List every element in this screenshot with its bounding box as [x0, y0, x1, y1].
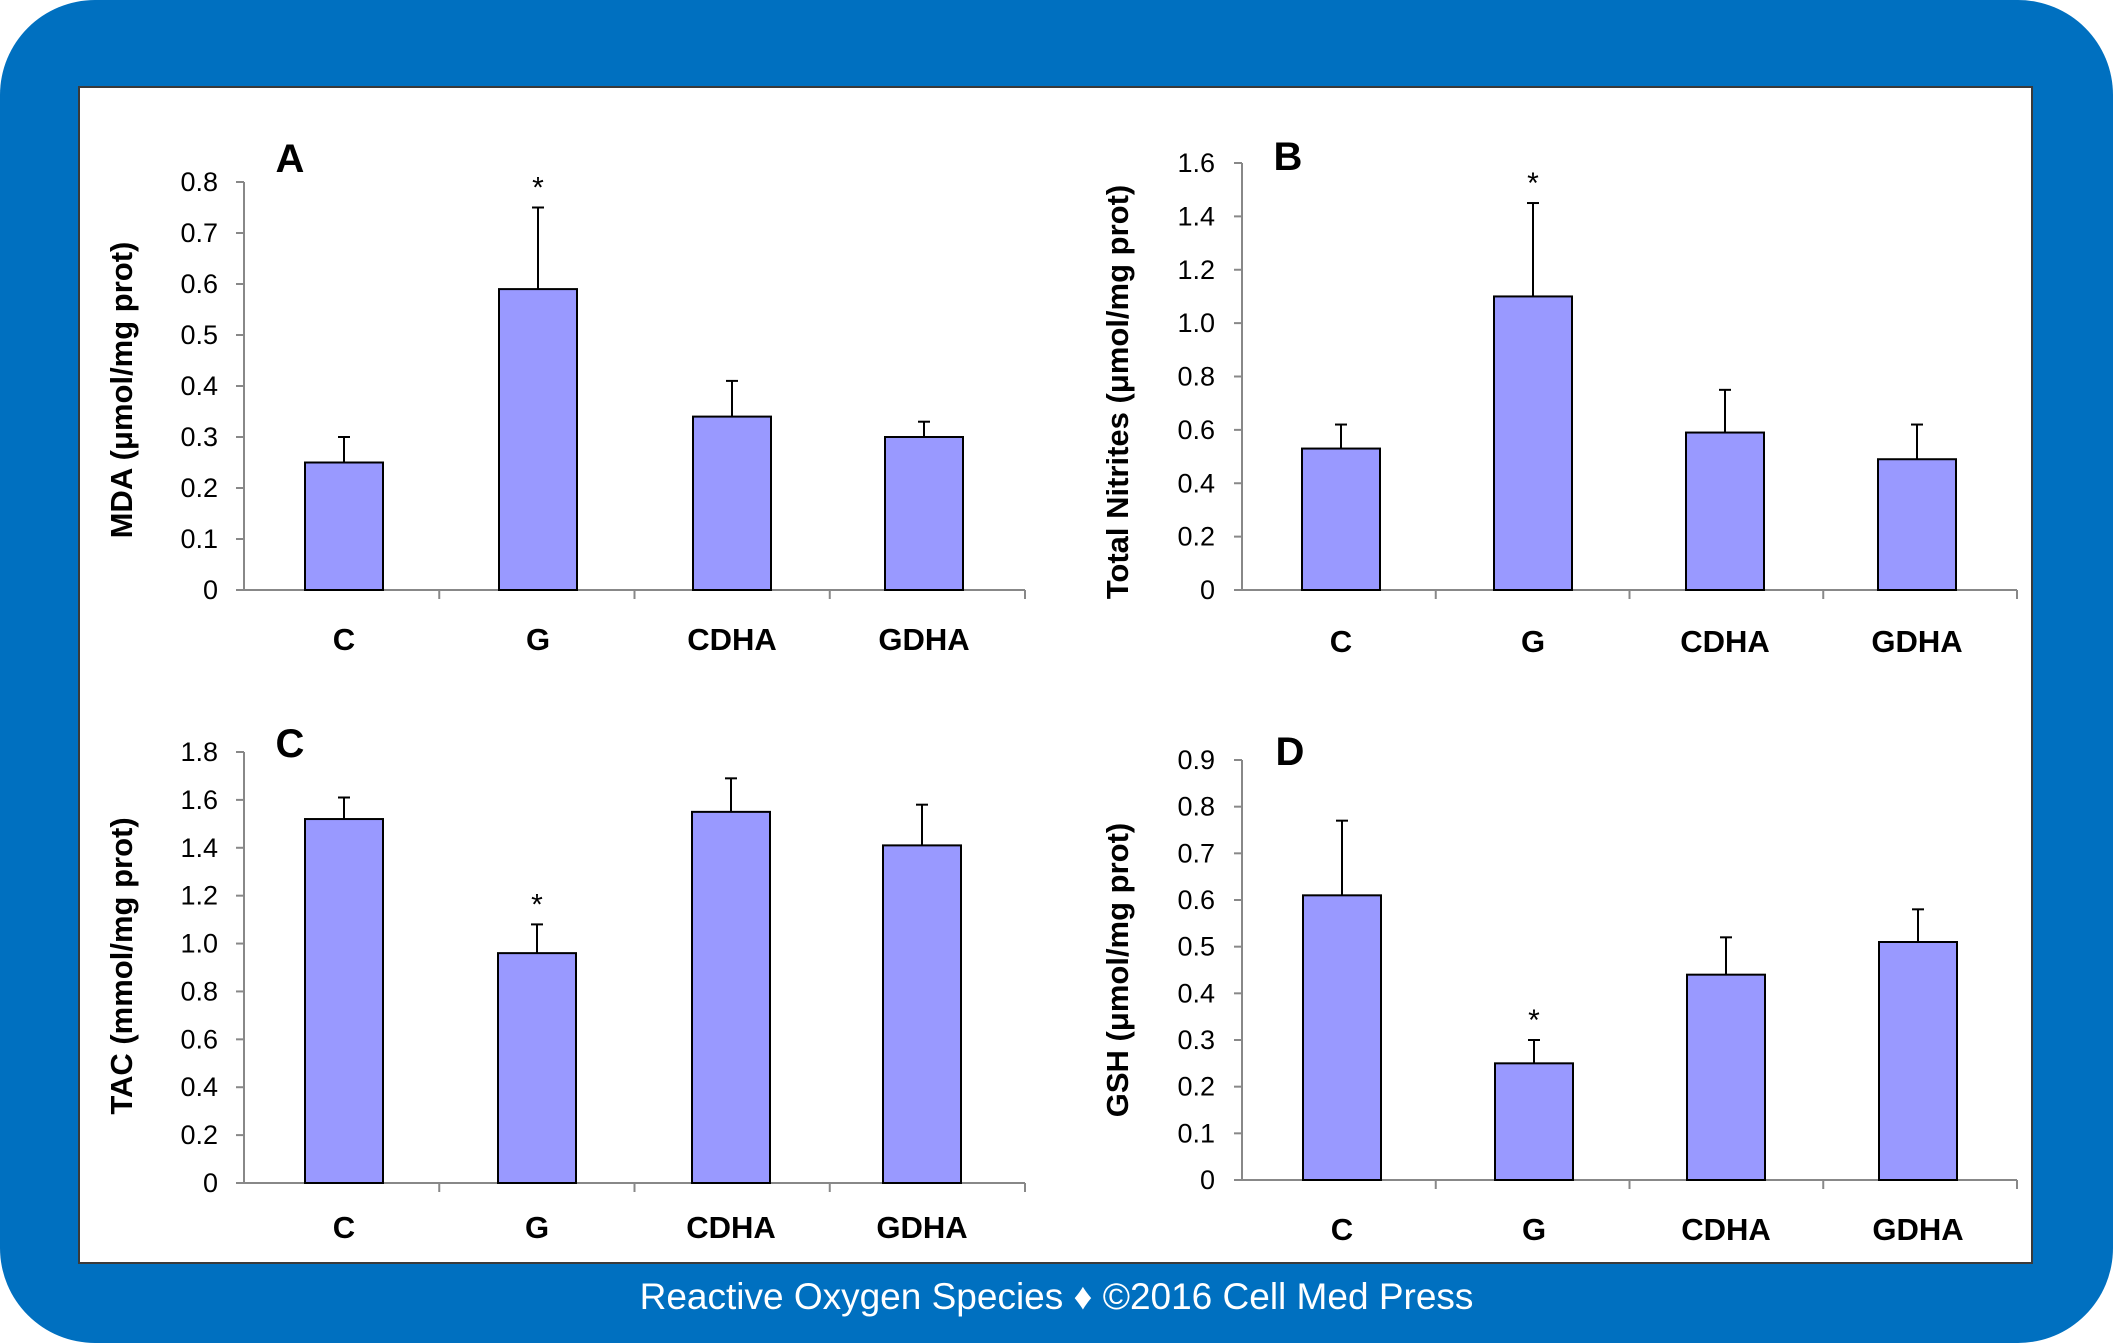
y-tick-label: 1.2 — [1177, 255, 1215, 285]
bar — [304, 818, 384, 1184]
panel-label: D — [1276, 730, 1305, 774]
x-category-label: CDHA — [1680, 624, 1770, 659]
significance-marker: * — [1528, 1004, 1540, 1037]
bar — [498, 288, 578, 591]
y-tick-label: 0.7 — [180, 218, 218, 248]
y-tick-label: 1.6 — [1177, 148, 1215, 178]
y-axis-title: TAC (mmol/mg prot) — [104, 817, 139, 1114]
y-tick-label: 1.8 — [180, 737, 218, 767]
bar — [1494, 1062, 1574, 1182]
y-tick-label: 0 — [203, 575, 218, 605]
x-category-label: GDHA — [876, 1210, 967, 1245]
significance-marker: * — [532, 172, 544, 205]
x-category-label: GDHA — [1871, 624, 1962, 659]
x-category-label: GDHA — [878, 622, 969, 657]
y-tick-label: 0 — [1200, 1165, 1215, 1195]
x-category-label: C — [333, 1210, 355, 1245]
y-tick-label: 0.1 — [180, 524, 218, 554]
panel-label: C — [276, 722, 305, 766]
y-tick-label: 0.3 — [1177, 1025, 1215, 1055]
y-tick-label: 0.5 — [180, 320, 218, 350]
y-tick-label: 0.6 — [1177, 415, 1215, 445]
x-category-label: C — [1330, 624, 1352, 659]
panel-label: A — [276, 137, 305, 181]
y-tick-label: 0.6 — [1177, 885, 1215, 915]
y-tick-label: 0.8 — [1177, 792, 1215, 822]
y-tick-label: 0.2 — [180, 1120, 218, 1150]
bar — [882, 844, 962, 1185]
y-tick-label: 0.2 — [180, 473, 218, 503]
y-tick-label: 0.4 — [180, 1072, 218, 1102]
y-axis-title: MDA (μmol/mg prot) — [104, 242, 139, 539]
y-tick-label: 1.6 — [180, 785, 218, 815]
y-tick-label: 0.3 — [180, 422, 218, 452]
bar — [691, 810, 771, 1184]
significance-marker: * — [531, 888, 543, 921]
bar — [497, 952, 577, 1185]
y-tick-label: 0.8 — [180, 976, 218, 1006]
y-tick-label: 1.0 — [1177, 308, 1215, 338]
y-tick-label: 0.4 — [180, 371, 218, 401]
y-tick-label: 1.4 — [180, 833, 218, 863]
y-axis-title: GSH (μmol/mg prot) — [1100, 823, 1135, 1118]
x-category-label: CDHA — [686, 1210, 776, 1245]
bar — [692, 415, 772, 591]
bar — [884, 436, 964, 591]
y-tick-label: 1.4 — [1177, 201, 1215, 231]
x-category-label: G — [525, 1210, 549, 1245]
y-tick-label: 0.4 — [1177, 978, 1215, 1008]
y-axis-title: Total Nitrites (μmol/mg prot) — [1100, 185, 1135, 600]
x-category-label: G — [1522, 1212, 1546, 1247]
x-category-label: CDHA — [687, 622, 777, 657]
bar — [1493, 295, 1573, 591]
bar — [1686, 973, 1766, 1182]
y-tick-label: 0 — [1200, 575, 1215, 605]
significance-marker: * — [1527, 167, 1539, 200]
x-category-label: G — [526, 622, 550, 657]
y-tick-label: 0 — [203, 1168, 218, 1198]
x-category-label: CDHA — [1681, 1212, 1771, 1247]
y-tick-label: 0.7 — [1177, 838, 1215, 868]
y-tick-label: 0.6 — [180, 1024, 218, 1054]
y-tick-label: 0.2 — [1177, 1072, 1215, 1102]
bar — [1877, 458, 1957, 592]
x-category-label: G — [1521, 624, 1545, 659]
bar — [1685, 431, 1765, 592]
y-tick-label: 0.1 — [1177, 1118, 1215, 1148]
x-category-label: C — [333, 622, 355, 657]
y-tick-label: 1.0 — [180, 929, 218, 959]
footer-credit: Reactive Oxygen Species ♦ ©2016 Cell Med… — [639, 1276, 1474, 1317]
y-tick-label: 0.9 — [1177, 745, 1215, 775]
bar — [1301, 447, 1381, 591]
y-tick-label: 0.8 — [1177, 362, 1215, 392]
y-tick-label: 0.2 — [1177, 522, 1215, 552]
y-tick-label: 0.5 — [1177, 932, 1215, 962]
bar — [304, 461, 384, 591]
x-category-label: C — [1331, 1212, 1353, 1247]
y-tick-label: 0.8 — [180, 167, 218, 197]
x-category-label: GDHA — [1872, 1212, 1963, 1247]
bar — [1302, 894, 1382, 1181]
bar — [1878, 941, 1958, 1181]
y-tick-label: 0.6 — [180, 269, 218, 299]
y-tick-label: 0.4 — [1177, 468, 1215, 498]
y-tick-label: 1.2 — [180, 881, 218, 911]
panel-label: B — [1274, 135, 1303, 179]
